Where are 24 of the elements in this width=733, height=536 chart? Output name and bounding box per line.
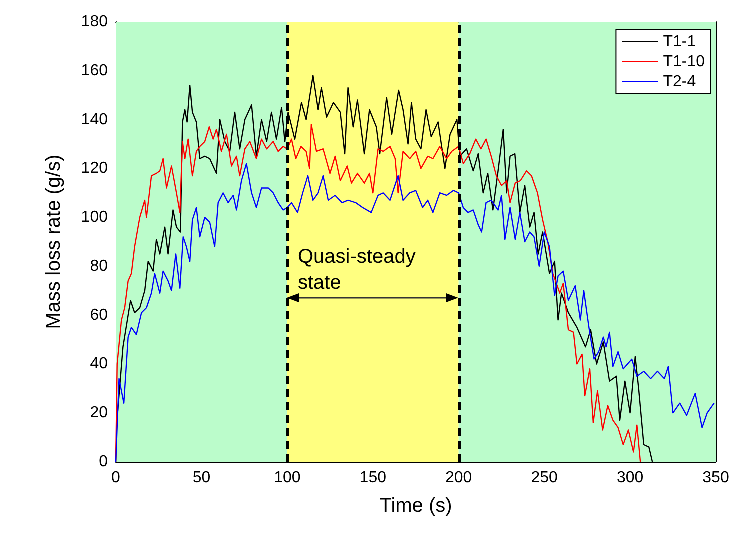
x-tick-label: 150 — [360, 470, 387, 486]
legend-label: T1-1 — [663, 34, 696, 50]
legend-label: T2-4 — [663, 74, 696, 90]
x-tick-label: 350 — [702, 470, 730, 486]
y-tick-label: 160 — [81, 62, 108, 80]
x-tick-label: 50 — [192, 470, 211, 486]
y-tick-label: 100 — [81, 209, 108, 226]
x-tick-label: 0 — [112, 470, 121, 486]
y-tick-label: 180 — [81, 14, 108, 30]
y-tick-label: 20 — [90, 404, 108, 422]
legend-label: T1-10 — [663, 54, 706, 70]
y-tick-label: 140 — [81, 111, 108, 128]
x-tick-label: 250 — [531, 470, 558, 486]
y-tick-label: 0 — [99, 454, 108, 470]
y-tick-label: 60 — [90, 306, 108, 324]
x-tick-label: 100 — [274, 470, 301, 486]
y-tick-label: 120 — [81, 160, 108, 178]
y-tick-label: 80 — [90, 258, 108, 275]
x-tick-label: 200 — [446, 470, 472, 486]
x-tick-label: 300 — [616, 470, 644, 486]
annotation: Quasi-steady state — [298, 246, 422, 294]
x-axis-title: Time (s) — [380, 495, 452, 517]
y-tick-label: 40 — [90, 356, 108, 373]
y-axis-title: Mass loss rate (g/s) — [43, 154, 65, 330]
